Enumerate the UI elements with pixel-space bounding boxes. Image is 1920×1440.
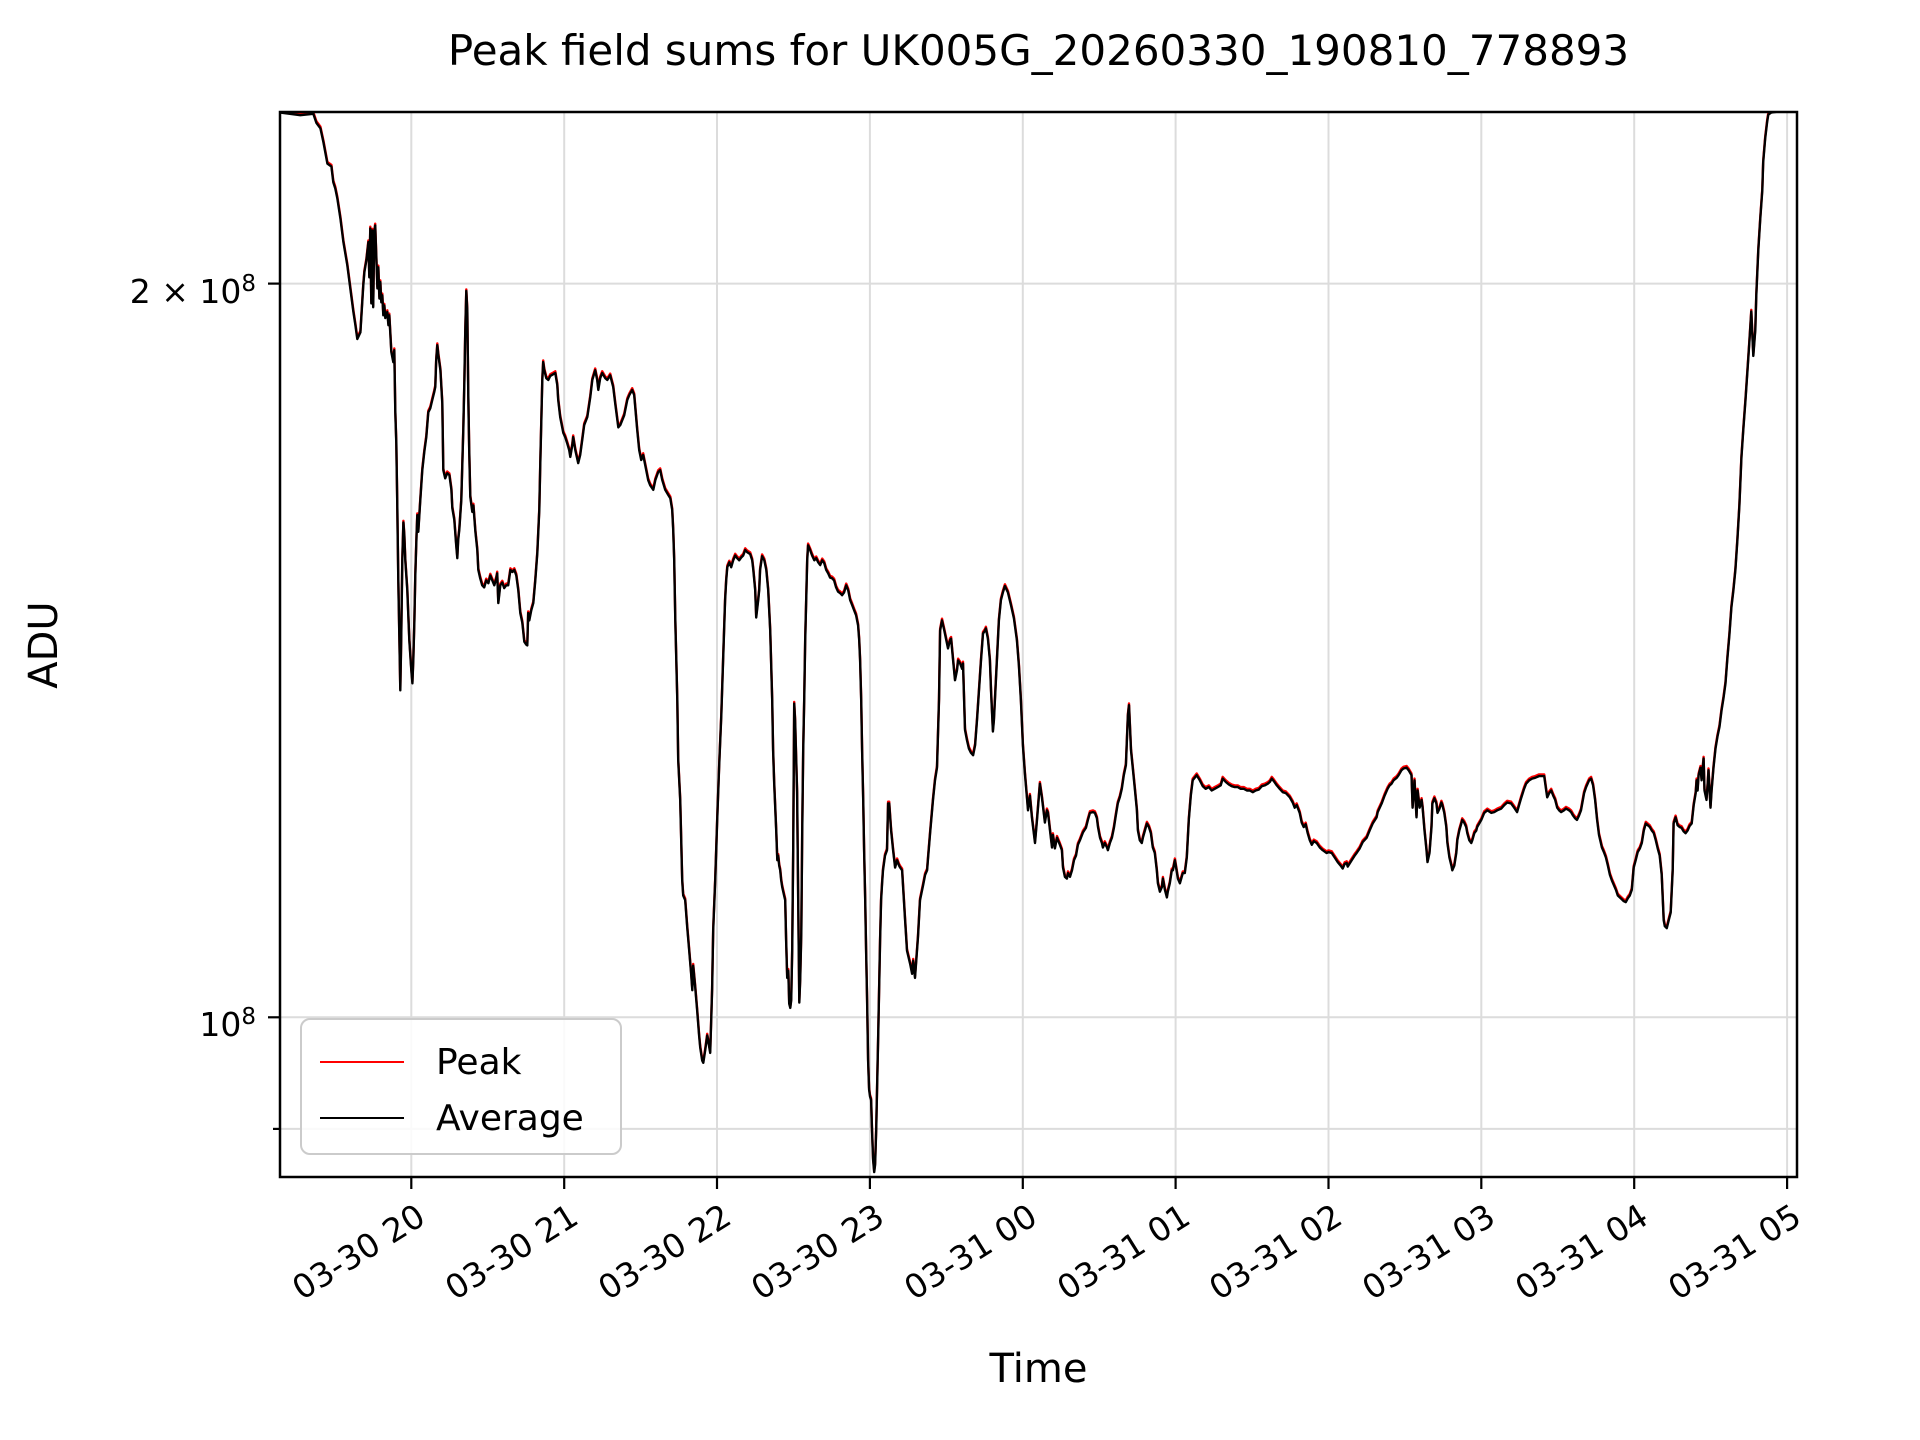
legend-item-peak: Peak [320, 1034, 620, 1090]
legend-label-peak: Peak [436, 1041, 522, 1083]
average-line-sample [320, 1117, 404, 1119]
y-axis-label: ADU [21, 601, 67, 689]
legend-label-average: Average [436, 1097, 584, 1139]
peak-line-sample [320, 1061, 404, 1063]
chart-title: Peak field sums for UK005G_20260330_1908… [447, 26, 1630, 75]
axes-frame [278, 110, 1799, 1179]
y-tick-label: 108 [199, 1004, 256, 1044]
legend-item-average: Average [320, 1090, 620, 1146]
y-tick-label: 2 × 108 [129, 271, 256, 311]
axis-tick-marks [268, 282, 1789, 1189]
average-series-line [280, 112, 1796, 1174]
x-axis-label: Time [989, 1346, 1088, 1392]
legend: Peak Average [300, 1018, 622, 1155]
peak-series-line [280, 112, 1772, 1172]
gridlines [280, 112, 1797, 1177]
